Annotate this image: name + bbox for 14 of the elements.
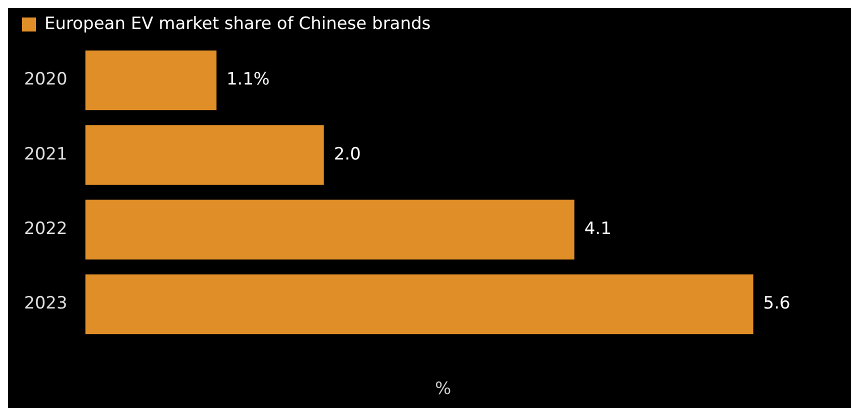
data-label: 1.1% xyxy=(226,70,270,90)
bar xyxy=(85,274,754,334)
data-label: 5.6 xyxy=(763,294,790,314)
y-tick-label: 2020 xyxy=(24,70,68,90)
y-tick-label: 2023 xyxy=(24,294,68,314)
y-tick-label: 2022 xyxy=(24,219,68,240)
legend-label: European EV market share of Chinese brands xyxy=(44,14,431,34)
data-label: 2.0 xyxy=(334,144,361,164)
bar xyxy=(85,200,574,260)
x-axis-title: % xyxy=(435,379,452,400)
y-tick-label: 2021 xyxy=(24,144,68,164)
bar xyxy=(85,125,324,185)
bar xyxy=(85,50,216,110)
data-label: 4.1 xyxy=(584,219,612,240)
